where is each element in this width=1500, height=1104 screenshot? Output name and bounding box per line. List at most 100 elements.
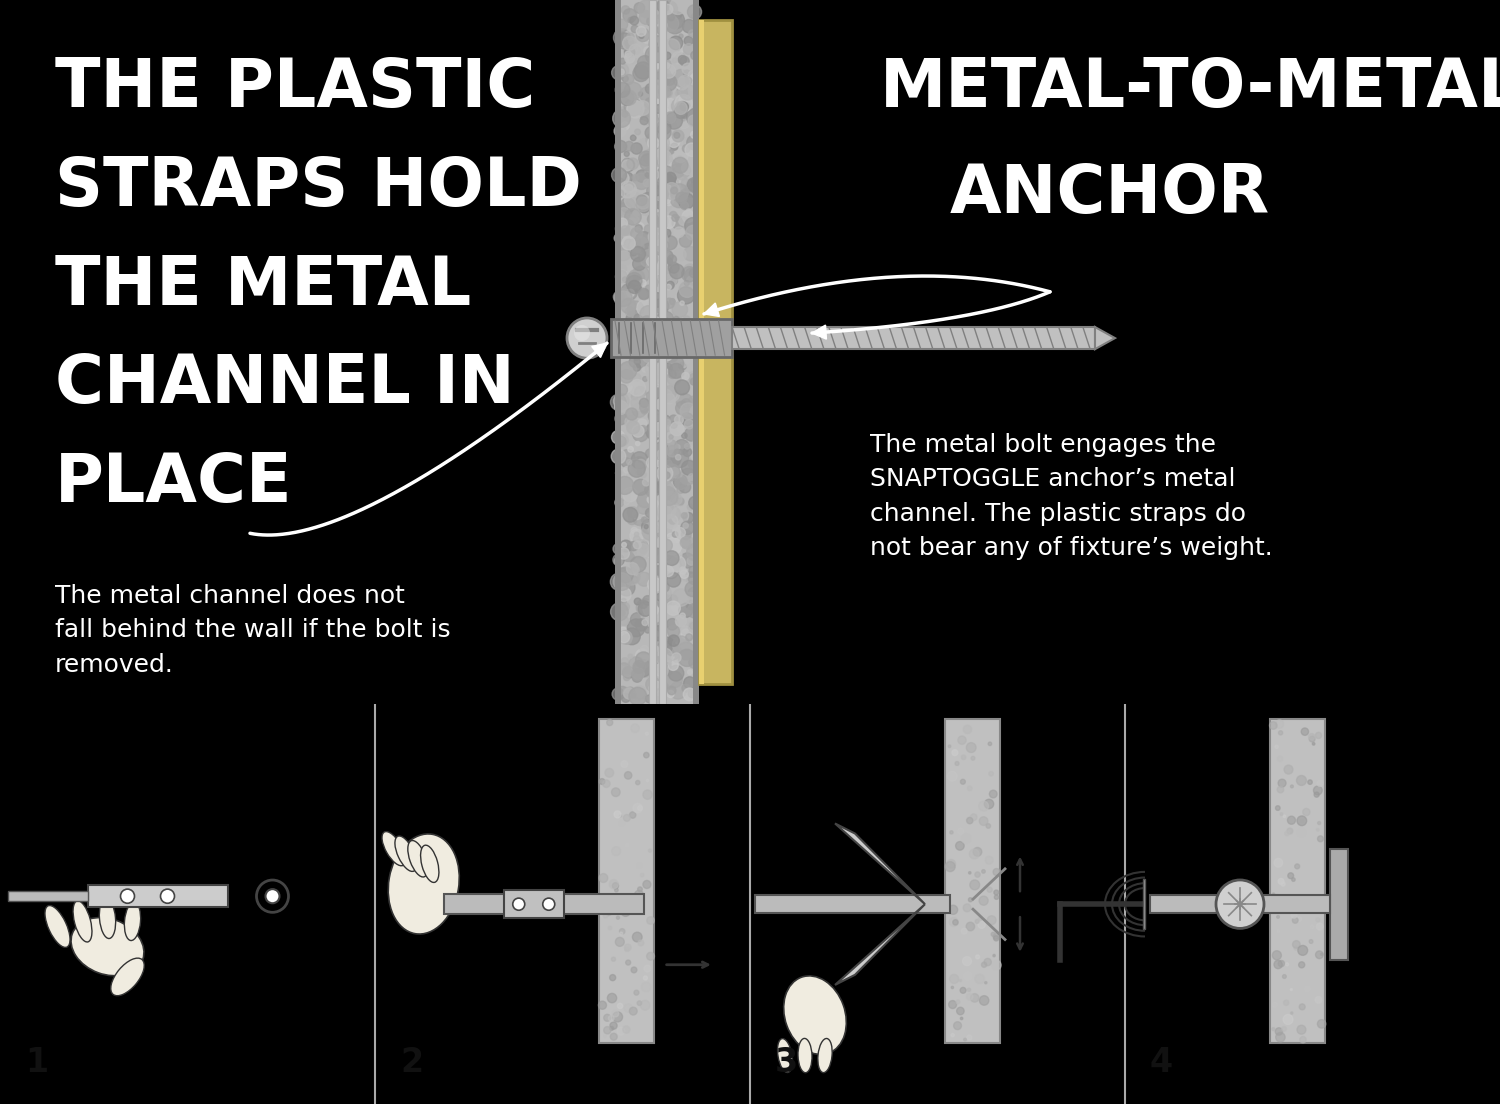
Circle shape [656, 523, 660, 529]
Circle shape [1287, 828, 1293, 834]
Circle shape [648, 214, 658, 225]
Circle shape [684, 280, 688, 286]
Circle shape [1305, 986, 1310, 991]
Circle shape [663, 257, 672, 266]
Circle shape [663, 216, 675, 229]
Circle shape [1274, 859, 1282, 867]
Circle shape [975, 974, 984, 984]
Circle shape [992, 960, 1000, 970]
Circle shape [658, 520, 664, 527]
Circle shape [614, 758, 620, 764]
Circle shape [638, 139, 652, 155]
Circle shape [652, 565, 663, 575]
Circle shape [616, 687, 628, 698]
Circle shape [618, 630, 632, 644]
Circle shape [645, 392, 654, 401]
Circle shape [678, 216, 687, 225]
Circle shape [628, 541, 638, 551]
Circle shape [675, 102, 687, 115]
Circle shape [622, 236, 636, 250]
Bar [648, 358, 656, 704]
Circle shape [669, 41, 684, 55]
Circle shape [628, 217, 636, 226]
Circle shape [636, 170, 648, 182]
Circle shape [615, 341, 630, 358]
Circle shape [626, 307, 634, 316]
Circle shape [634, 129, 640, 135]
Circle shape [690, 477, 694, 481]
Circle shape [632, 395, 646, 411]
Circle shape [1299, 962, 1305, 968]
Circle shape [656, 159, 674, 177]
Circle shape [614, 543, 624, 554]
Circle shape [666, 573, 681, 587]
Circle shape [688, 456, 702, 470]
Circle shape [968, 1034, 972, 1040]
Circle shape [622, 542, 627, 548]
Circle shape [678, 75, 690, 87]
Circle shape [639, 201, 652, 215]
Circle shape [616, 384, 627, 395]
Circle shape [633, 65, 650, 82]
Circle shape [660, 390, 672, 402]
Circle shape [686, 582, 700, 596]
Circle shape [962, 755, 966, 760]
Circle shape [658, 280, 672, 294]
Circle shape [610, 394, 626, 411]
Circle shape [669, 355, 684, 371]
Circle shape [608, 926, 612, 930]
Circle shape [660, 1, 678, 18]
Text: METAL-TO-METAL: METAL-TO-METAL [880, 55, 1500, 121]
Circle shape [654, 68, 672, 86]
Circle shape [987, 915, 996, 924]
Circle shape [652, 352, 662, 362]
Circle shape [634, 543, 650, 560]
Circle shape [646, 257, 656, 266]
Circle shape [663, 182, 680, 200]
Circle shape [686, 182, 700, 198]
Circle shape [963, 972, 972, 980]
Circle shape [657, 166, 675, 183]
Circle shape [663, 491, 678, 506]
Circle shape [633, 672, 642, 682]
Circle shape [1274, 894, 1281, 902]
Circle shape [618, 553, 624, 558]
Ellipse shape [124, 902, 141, 941]
Circle shape [652, 232, 668, 247]
Circle shape [678, 362, 687, 370]
Circle shape [690, 179, 698, 187]
Circle shape [609, 975, 615, 980]
Circle shape [676, 192, 687, 204]
Circle shape [680, 235, 692, 247]
Circle shape [686, 339, 694, 349]
Circle shape [654, 194, 668, 209]
Circle shape [669, 666, 684, 681]
Circle shape [646, 496, 656, 503]
Circle shape [634, 532, 639, 537]
Circle shape [666, 446, 678, 457]
Circle shape [626, 570, 630, 574]
Circle shape [663, 385, 676, 400]
Circle shape [640, 316, 652, 328]
Circle shape [618, 548, 630, 559]
Circle shape [626, 192, 630, 197]
Circle shape [620, 541, 628, 552]
Circle shape [638, 602, 652, 616]
Circle shape [621, 693, 630, 702]
Circle shape [657, 149, 664, 158]
Circle shape [686, 209, 692, 214]
Circle shape [650, 524, 657, 533]
Circle shape [644, 601, 658, 617]
Circle shape [687, 108, 703, 126]
Circle shape [633, 374, 640, 381]
Circle shape [622, 635, 632, 645]
Circle shape [638, 470, 642, 475]
Circle shape [660, 666, 666, 671]
Circle shape [664, 63, 669, 68]
Circle shape [630, 135, 636, 140]
Circle shape [1284, 765, 1293, 774]
Circle shape [656, 64, 660, 68]
Circle shape [684, 444, 690, 449]
Circle shape [632, 403, 646, 417]
Circle shape [632, 528, 638, 533]
